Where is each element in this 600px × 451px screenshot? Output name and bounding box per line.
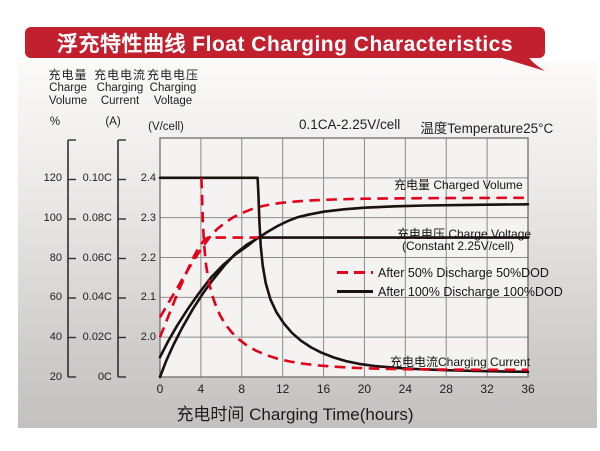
legend: After 50% Discharge 50%DOD After 100% Di… bbox=[337, 263, 563, 301]
y-tick-voltage: 2.3 bbox=[140, 211, 156, 224]
label-charge-voltage-constant: (Constant 2.25V/cell) bbox=[402, 239, 515, 253]
title-banner: 浮充特性曲线 Float Charging Characteristics bbox=[25, 27, 545, 58]
axis-header-en: Current bbox=[100, 95, 140, 107]
y-tick-current: 0.06C bbox=[82, 251, 112, 264]
axis-unit-v-per-cell: (V/cell) bbox=[148, 121, 184, 133]
axis-header-charge-volume: 充电量 Charge Volume bbox=[44, 69, 92, 108]
axis-header-en: Volume bbox=[48, 95, 88, 107]
banner-tail-icon bbox=[495, 56, 545, 71]
x-tick: 16 bbox=[316, 382, 331, 396]
legend-label: After 100% Discharge 100%DOD bbox=[378, 284, 563, 299]
y-tick-volume: 20 bbox=[49, 371, 62, 383]
y-tick-current: 0.08C bbox=[82, 211, 112, 224]
axis-unit-ampere: (A) bbox=[105, 116, 121, 128]
y-tick-current: 0.04C bbox=[82, 291, 112, 304]
y-tick-current: 0.02C bbox=[82, 331, 112, 344]
x-tick: 12 bbox=[275, 382, 290, 396]
x-tick: 32 bbox=[480, 382, 494, 396]
y-tick-volume: 80 bbox=[49, 251, 62, 264]
legend-item-100dod: After 100% Discharge 100%DOD bbox=[337, 282, 563, 301]
x-tick: 4 bbox=[197, 382, 205, 396]
y-tick-voltage: 2.0 bbox=[140, 331, 156, 344]
legend-item-50dod: After 50% Discharge 50%DOD bbox=[337, 263, 563, 282]
legend-line-solid-black bbox=[337, 290, 373, 293]
x-tick: 24 bbox=[398, 382, 412, 396]
x-tick: 20 bbox=[357, 382, 372, 396]
label-charging-current: 充电电流Charging Current bbox=[390, 355, 531, 369]
y-tick-voltage: 2.1 bbox=[140, 291, 156, 304]
axis-header-en: Charge bbox=[49, 82, 87, 94]
axis-header-en: Charging bbox=[96, 82, 144, 94]
axis-header-en: Voltage bbox=[153, 95, 193, 107]
y-tick-volume: 60 bbox=[49, 291, 62, 304]
axis-header-zh: 充电量 bbox=[48, 68, 88, 82]
x-tick: 28 bbox=[439, 382, 453, 396]
x-tick: 8 bbox=[238, 382, 246, 396]
axis-header-charging-voltage: 充电电压 Charging Voltage bbox=[144, 69, 202, 108]
axis-header-zh: 充电电压 bbox=[146, 68, 199, 82]
axis-unit-percent: % bbox=[49, 116, 61, 128]
legend-line-dashed-red bbox=[337, 271, 373, 274]
condition-temperature: 温度Temperature25°C bbox=[420, 121, 554, 136]
legend-label: After 50% Discharge 50%DOD bbox=[378, 265, 549, 280]
label-charged-volume: 充电量 Charged Volume bbox=[394, 178, 523, 192]
y-tick-current: 0C bbox=[97, 371, 112, 383]
x-tick: 36 bbox=[521, 382, 535, 396]
y-tick-volume: 120 bbox=[43, 171, 62, 184]
x-tick: 0 bbox=[156, 382, 164, 396]
y-tick-voltage: 2.2 bbox=[140, 251, 156, 264]
test-condition: 0.1CA-2.25V/cell 温度Temperature25°C bbox=[299, 117, 553, 137]
y-tick-current: 0.10C bbox=[82, 171, 112, 184]
axis-header-charging-current: 充电电流 Charging Current bbox=[92, 69, 148, 108]
x-axis-title: 充电时间 Charging Time(hours) bbox=[176, 405, 414, 424]
condition-rate: 0.1CA-2.25V/cell bbox=[299, 117, 401, 132]
axis-header-en: Charging bbox=[149, 82, 197, 94]
page-title: 浮充特性曲线 Float Charging Characteristics bbox=[56, 32, 514, 56]
y-tick-volume: 100 bbox=[43, 211, 62, 224]
y-tick-voltage: 2.4 bbox=[140, 171, 156, 184]
y-tick-volume: 40 bbox=[49, 331, 62, 344]
axis-header-zh: 充电电流 bbox=[93, 68, 146, 82]
